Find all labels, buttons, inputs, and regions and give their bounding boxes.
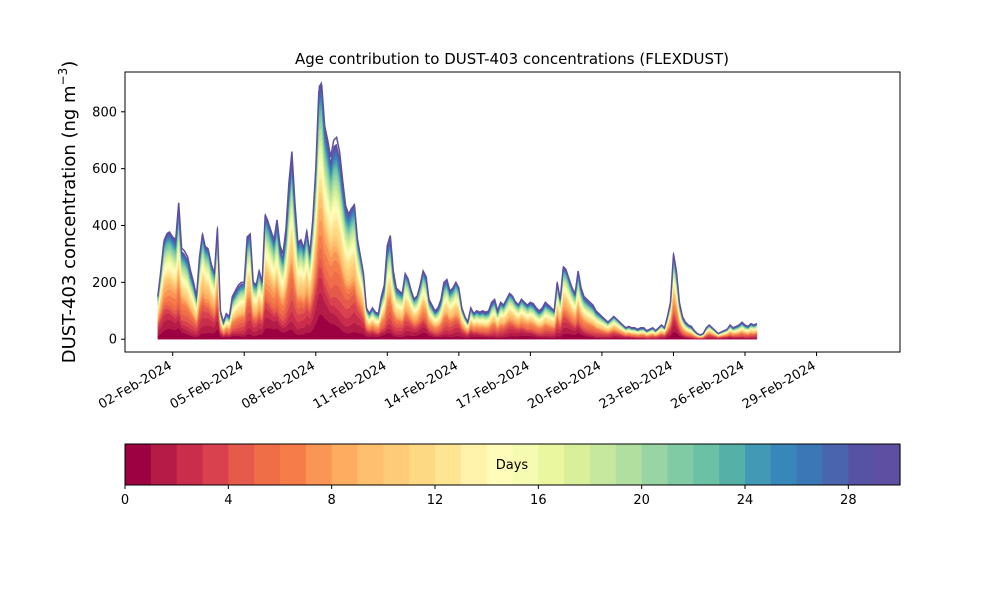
colorbar-segment: [383, 444, 410, 485]
colorbar-tick-label: 12: [427, 493, 444, 508]
plot-frame: [124, 71, 901, 353]
colorbar-segment: [486, 444, 514, 485]
colorbar-segment: [564, 444, 591, 485]
y-tick-label: 800: [92, 105, 117, 120]
colorbar-segment: [202, 444, 229, 485]
x-axis: 02-Feb-202405-Feb-202408-Feb-202411-Feb-…: [96, 352, 819, 412]
colorbar-tick-label: 24: [737, 493, 754, 508]
x-tick-label: 14-Feb-2024: [382, 358, 461, 412]
colorbar-segment: [615, 444, 643, 485]
colorbar-segment: [796, 444, 824, 485]
colorbar-segment: [460, 444, 488, 485]
colorbar-segment: [693, 444, 720, 485]
colorbar-tick-label: 16: [530, 493, 547, 508]
colorbar-tick-label: 4: [224, 493, 232, 508]
colorbar-segment: [280, 444, 307, 485]
colorbar-segment: [538, 444, 565, 485]
colorbar-ticks: 0 4 8 12 16 20 24 28: [121, 485, 857, 508]
colorbar-segment: [409, 444, 436, 485]
colorbar-tick-label: 0: [121, 493, 129, 508]
colorbar-segment: [435, 444, 462, 485]
x-tick-label: 23-Feb-2024: [597, 358, 676, 412]
colorbar-segment: [590, 444, 617, 485]
y-axis-label-main: DUST-403 concentration (ng m: [59, 85, 80, 363]
colorbar-segment: [641, 444, 669, 485]
chart-title: Age contribution to DUST-403 concentrati…: [295, 50, 729, 68]
colorbar-segment: [125, 444, 152, 485]
colorbar-segment: [305, 444, 333, 485]
x-tick-label: 05-Feb-2024: [168, 358, 247, 412]
colorbar-segment: [667, 444, 694, 485]
colorbar-frame: [124, 443, 901, 486]
y-axis-label-sup: −3: [56, 68, 70, 86]
y-tick-label: 0: [109, 333, 117, 348]
x-tick-label: 20-Feb-2024: [525, 358, 604, 412]
total-outline: [157, 84, 758, 336]
y-tick-label: 600: [92, 162, 117, 177]
colorbar-segment: [719, 444, 746, 485]
x-tick-label: 26-Feb-2024: [668, 358, 747, 412]
colorbar-segment: [848, 444, 875, 485]
colorbar-tick-label: 28: [840, 493, 857, 508]
x-tick-label: 02-Feb-2024: [96, 358, 175, 412]
x-tick-label: 08-Feb-2024: [239, 358, 318, 412]
colorbar-segment: [331, 444, 359, 485]
colorbar-segment: [254, 444, 281, 485]
y-tick-label: 400: [92, 219, 117, 234]
y-axis-label: DUST-403 concentration (ng m−3): [56, 61, 80, 364]
plot-area: [157, 80, 758, 340]
colorbar-segment: [745, 444, 772, 485]
colorbar-tick-label: 20: [633, 493, 650, 508]
colorbar-label: Days: [496, 458, 529, 473]
colorbar: [125, 444, 901, 485]
colorbar-segment: [770, 444, 798, 485]
colorbar-segment: [874, 444, 901, 485]
colorbar-segment: [176, 444, 204, 485]
y-axis: 0 200 400 600 800: [92, 105, 125, 348]
colorbar-tick-label: 8: [328, 493, 336, 508]
x-tick-label: 11-Feb-2024: [311, 358, 390, 412]
x-tick-label: 29-Feb-2024: [740, 358, 819, 412]
x-tick-label: 17-Feb-2024: [454, 358, 533, 412]
y-axis-label-end: ): [59, 61, 80, 68]
colorbar-segment: [512, 444, 539, 485]
colorbar-segment: [357, 444, 384, 485]
y-tick-label: 200: [92, 276, 117, 291]
colorbar-segment: [228, 444, 255, 485]
colorbar-segment: [822, 444, 849, 485]
colorbar-segment: [150, 444, 178, 485]
